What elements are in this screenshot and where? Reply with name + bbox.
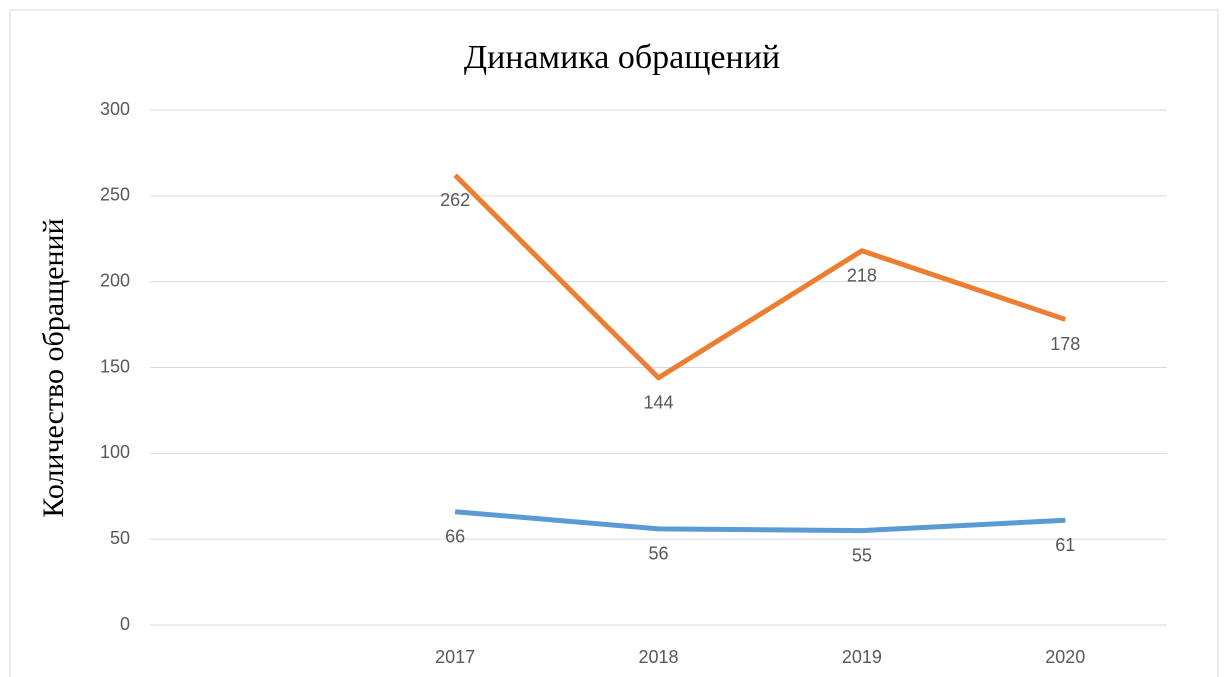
y-tick-label: 50 (110, 528, 130, 548)
chart-title: Динамика обращений (464, 39, 780, 76)
data-label: 218 (847, 266, 877, 286)
data-label: 55 (852, 545, 872, 565)
y-tick-label: 300 (100, 99, 130, 119)
data-label: 56 (648, 544, 668, 564)
data-label: 144 (643, 393, 673, 413)
data-label: 61 (1055, 535, 1075, 555)
y-tick-label: 0 (120, 614, 130, 634)
series-line (453, 173, 1067, 381)
y-tick-label: 250 (100, 185, 130, 205)
y-axis-title: Количество обращений (37, 218, 70, 517)
data-label: 262 (440, 190, 470, 210)
y-tick-label: 150 (100, 356, 130, 376)
y-tick-label: 100 (100, 442, 130, 462)
x-tick-label: 2018 (638, 647, 678, 667)
data-label: 178 (1050, 334, 1080, 354)
x-tick-label: 2017 (435, 647, 475, 667)
x-tick-label: 2019 (842, 647, 882, 667)
y-tick-label: 200 (100, 270, 130, 290)
data-label: 66 (445, 526, 465, 546)
x-tick-label: 2020 (1045, 647, 1085, 667)
series-line (454, 509, 1066, 534)
chart-frame (9, 9, 1219, 677)
